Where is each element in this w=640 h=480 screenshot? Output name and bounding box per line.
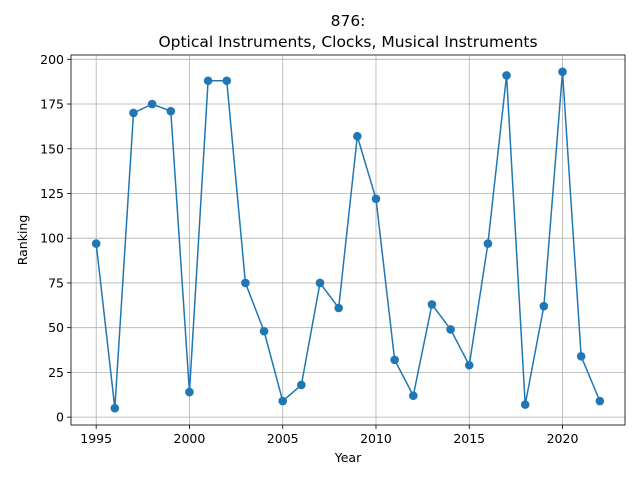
data-point: [241, 278, 250, 288]
data-point: [520, 400, 530, 409]
data-point: [539, 301, 549, 311]
y-tick-label: 75: [48, 275, 64, 290]
grid-lines: [71, 55, 625, 425]
chart-title-line-2: Optical Instruments, Clocks, Musical Ins…: [158, 33, 537, 51]
x-tick-label: 2005: [267, 431, 299, 446]
data-point: [334, 303, 343, 313]
x-axis-ticks: 1995 2000 2005 2010 2015 2020: [80, 425, 578, 446]
x-tick-label: 2015: [453, 431, 485, 446]
y-tick-label: 50: [48, 320, 64, 335]
data-point: [278, 396, 288, 406]
y-axis-label: Ranking: [15, 215, 30, 266]
x-axis-label: Year: [334, 450, 362, 465]
x-tick-label: 2010: [360, 431, 392, 446]
y-tick-label: 100: [40, 231, 64, 246]
y-tick-label: 200: [40, 52, 64, 67]
x-tick-label: 2020: [547, 431, 579, 446]
data-point: [185, 387, 194, 397]
data-point: [595, 396, 605, 406]
y-tick-label: 150: [40, 141, 64, 156]
series-points: [91, 67, 605, 413]
plot-frame: [70, 54, 626, 426]
y-axis-ticks: 0 25 50 75 100 125 150 175 200: [40, 52, 71, 425]
data-point: [576, 351, 586, 361]
data-point: [147, 99, 157, 109]
data-point: [427, 300, 437, 309]
data-point: [483, 239, 493, 248]
data-point: [259, 326, 269, 336]
chart-title-line-1: 876:: [331, 12, 366, 30]
data-point: [91, 239, 101, 248]
data-point: [110, 403, 120, 413]
data-point: [464, 360, 474, 370]
y-tick-label: 25: [48, 365, 64, 380]
data-point: [166, 106, 176, 116]
data-point: [408, 391, 418, 400]
data-point: [558, 67, 567, 77]
x-tick-label: 1995: [80, 431, 112, 446]
data-point: [203, 76, 213, 86]
data-point: [129, 108, 138, 118]
data-point: [390, 355, 399, 365]
y-tick-label: 175: [40, 97, 64, 112]
x-tick-label: 2000: [174, 431, 206, 446]
data-point: [502, 71, 511, 80]
y-tick-label: 0: [56, 410, 64, 425]
data-point: [371, 194, 381, 204]
data-point: [297, 380, 306, 390]
data-point: [315, 278, 325, 288]
data-point: [222, 76, 232, 86]
data-point: [446, 325, 455, 334]
data-point: [353, 131, 362, 141]
series-line: [95, 71, 601, 409]
y-tick-label: 125: [40, 186, 64, 201]
